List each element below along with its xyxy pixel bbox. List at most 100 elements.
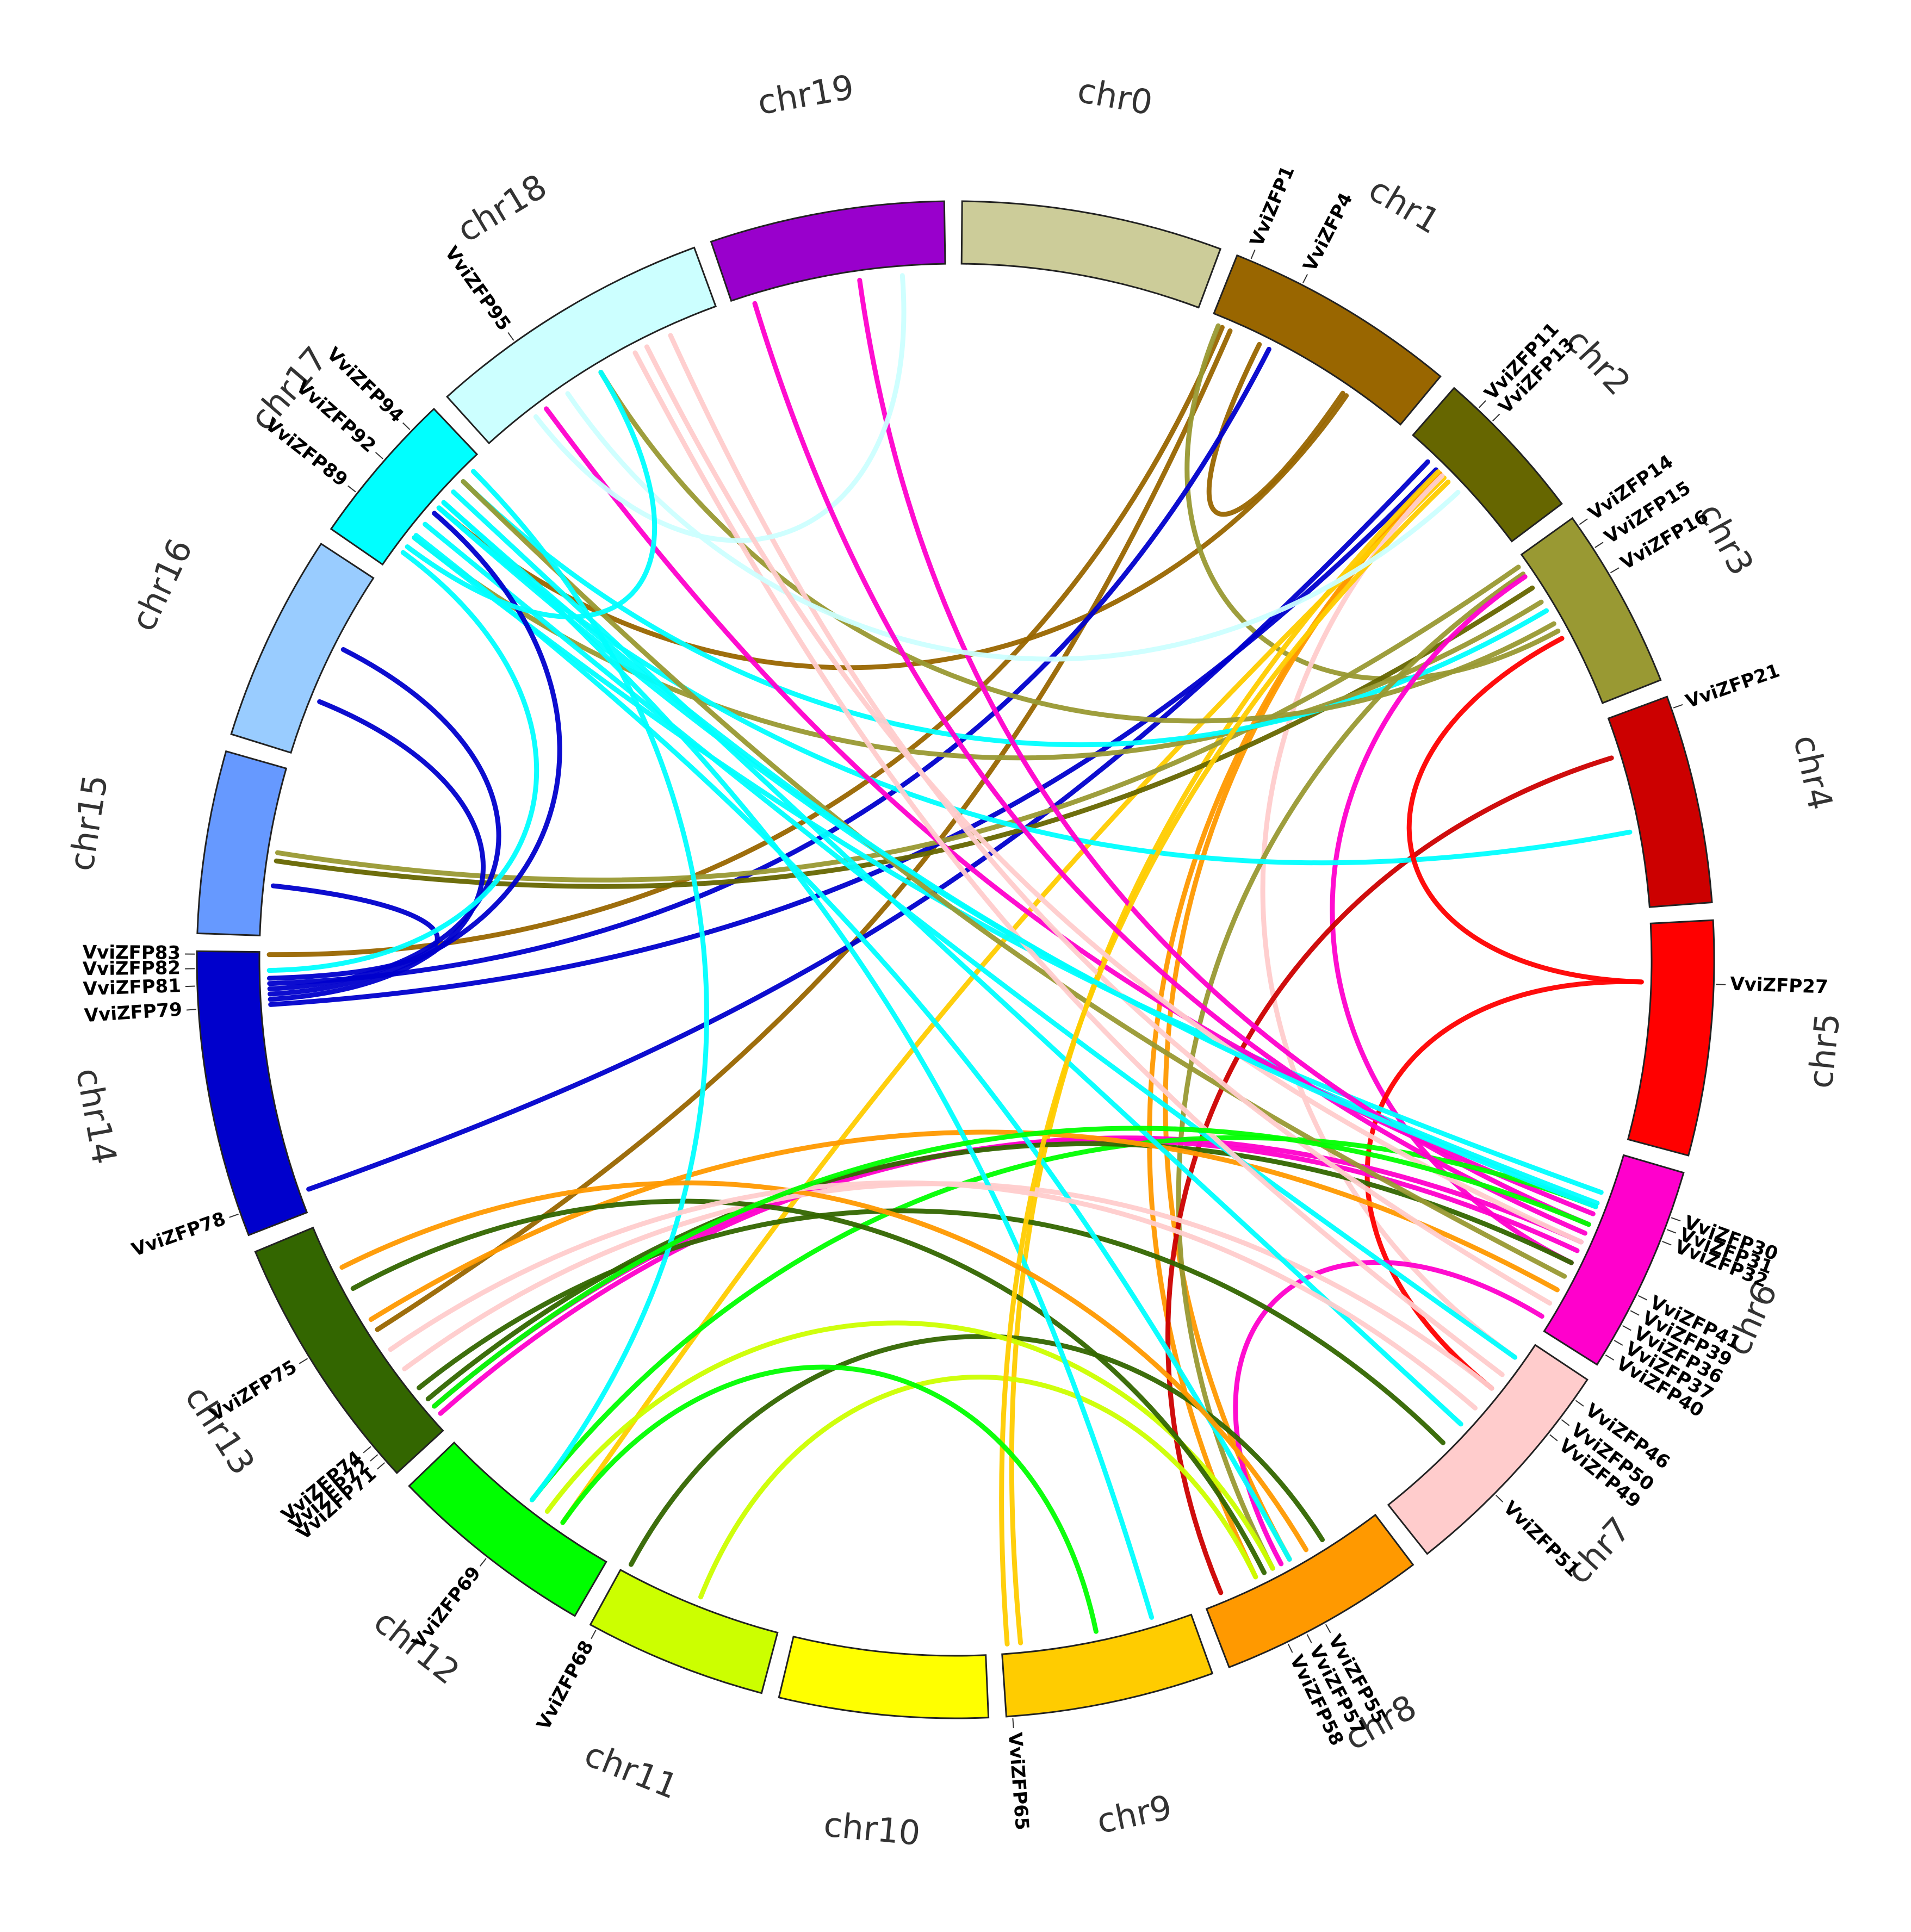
synteny-link [266,550,539,973]
synteny-link [560,1364,1099,1634]
chromosome-label: chr1 [1362,169,1447,241]
gene-tick [1325,1624,1331,1633]
gene-tick [402,422,411,430]
synteny-link [266,325,1225,958]
gene-label: VviZFP69 [408,1562,486,1653]
gene-tick [1302,274,1308,283]
gene-tick [1549,1434,1558,1442]
links-layer [266,273,1644,1647]
synteny-link [565,391,1461,662]
synteny-link [266,883,440,981]
synteny-link [405,370,657,619]
gene-tick [1594,542,1604,548]
chromosome-block-chr17 [330,407,479,566]
chromosome-label: chr4 [1786,731,1841,813]
synteny-link [1206,341,1345,517]
synteny-link [1260,473,1518,1360]
synteny-link [267,346,1271,986]
gene-label: VviZFP68 [532,1637,598,1734]
gene-tick [370,1454,379,1462]
synteny-link [388,1180,1478,1411]
gene-label: VviZFP21 [1683,660,1783,712]
chromosome-label: chr0 [1075,70,1156,123]
chromosome-label: chr18 [450,166,554,250]
chromosome-block-chr2 [1412,387,1563,543]
chromosome-block-chr1 [1213,254,1442,426]
gene-tick [1250,249,1256,259]
synteny-link [432,1126,1591,1409]
synteny-link [533,273,907,543]
chromosome-block-chr9 [1001,1613,1214,1718]
synteny-link [451,489,1463,1427]
gene-tick [1306,1634,1312,1644]
chromosome-block-chr19 [710,200,946,302]
chromosome-label: chr9 [1094,1787,1175,1842]
chromosome-block-chr16 [230,542,375,754]
gene-tick [1622,1325,1631,1331]
gene-tick [1716,984,1726,985]
gene-tick [479,1558,487,1567]
gene-tick [591,1630,597,1639]
gene-tick [1637,1295,1647,1301]
gene-tick [1561,1419,1570,1426]
synteny-link [375,328,1233,1332]
chromosome-label: chr19 [755,67,857,122]
chromosome-label: chr11 [579,1734,684,1807]
synteny-link [698,1375,1258,1600]
gene-label: VviZFP81 [83,975,182,1000]
chromosome-label: chr10 [822,1804,922,1853]
synteny-link [632,350,1505,1377]
synteny-link [461,479,1567,1279]
gene-label: VviZFP79 [84,999,183,1027]
gene-tick [1673,704,1683,709]
synteny-link [999,479,1451,1647]
gene-tick [186,1009,197,1011]
synteny-link [423,521,1518,1360]
gene-tick [1630,1310,1640,1316]
synteny-link [436,505,1600,1206]
chromosome-block-chr5 [1627,919,1715,1157]
gene-tick [1575,1400,1584,1407]
gene-tick [348,485,356,493]
synteny-link [752,301,1587,1236]
gene-label: VviZFP1 [1246,163,1299,250]
chromosome-block-chr6 [1543,1154,1685,1366]
synteny-link [339,1180,1309,1552]
chromosome-label: chr5 [1800,1011,1847,1090]
synteny-link [644,344,1584,1245]
synteny-link [470,469,709,1502]
chromosome-block-chr4 [1607,695,1713,908]
chromosome-block-chr13 [254,1226,444,1474]
gene-tick [1496,1494,1504,1503]
synteny-link [461,479,1549,748]
gene-tick [1614,1340,1623,1346]
synteny-link [350,1198,1267,1575]
gene-tick [1478,400,1486,408]
gene-label: VviZFP51 [1499,1497,1584,1581]
chromosome-block-chr18 [445,246,717,445]
synteny-link [544,1320,1275,1571]
synteny-link [529,1135,1598,1502]
gene-tick [1662,1241,1672,1246]
synteny-link [268,699,486,1002]
chromosome-block-chr15 [196,750,288,936]
gene-label: VviZFP4 [1299,189,1357,275]
synteny-link [441,500,1598,1209]
chromosome-label: chr17 [242,339,335,438]
gene-tick [1287,1643,1293,1653]
chromosome-block-chr8 [1205,1513,1414,1669]
gene-tick [507,332,514,341]
synteny-link [628,1334,1325,1567]
synteny-link [417,1208,1445,1445]
chromosome-block-chr0 [960,200,1222,309]
synteny-link [306,459,1430,1192]
synteny-link [668,333,1553,1306]
chromosome-block-chr12 [408,1441,607,1617]
synteny-link [1176,571,1526,1571]
synteny-link [441,500,1155,1620]
synteny-link [425,1141,1574,1402]
gene-tick [299,1358,308,1364]
gene-tick [377,1462,385,1470]
gene-tick [375,452,383,459]
